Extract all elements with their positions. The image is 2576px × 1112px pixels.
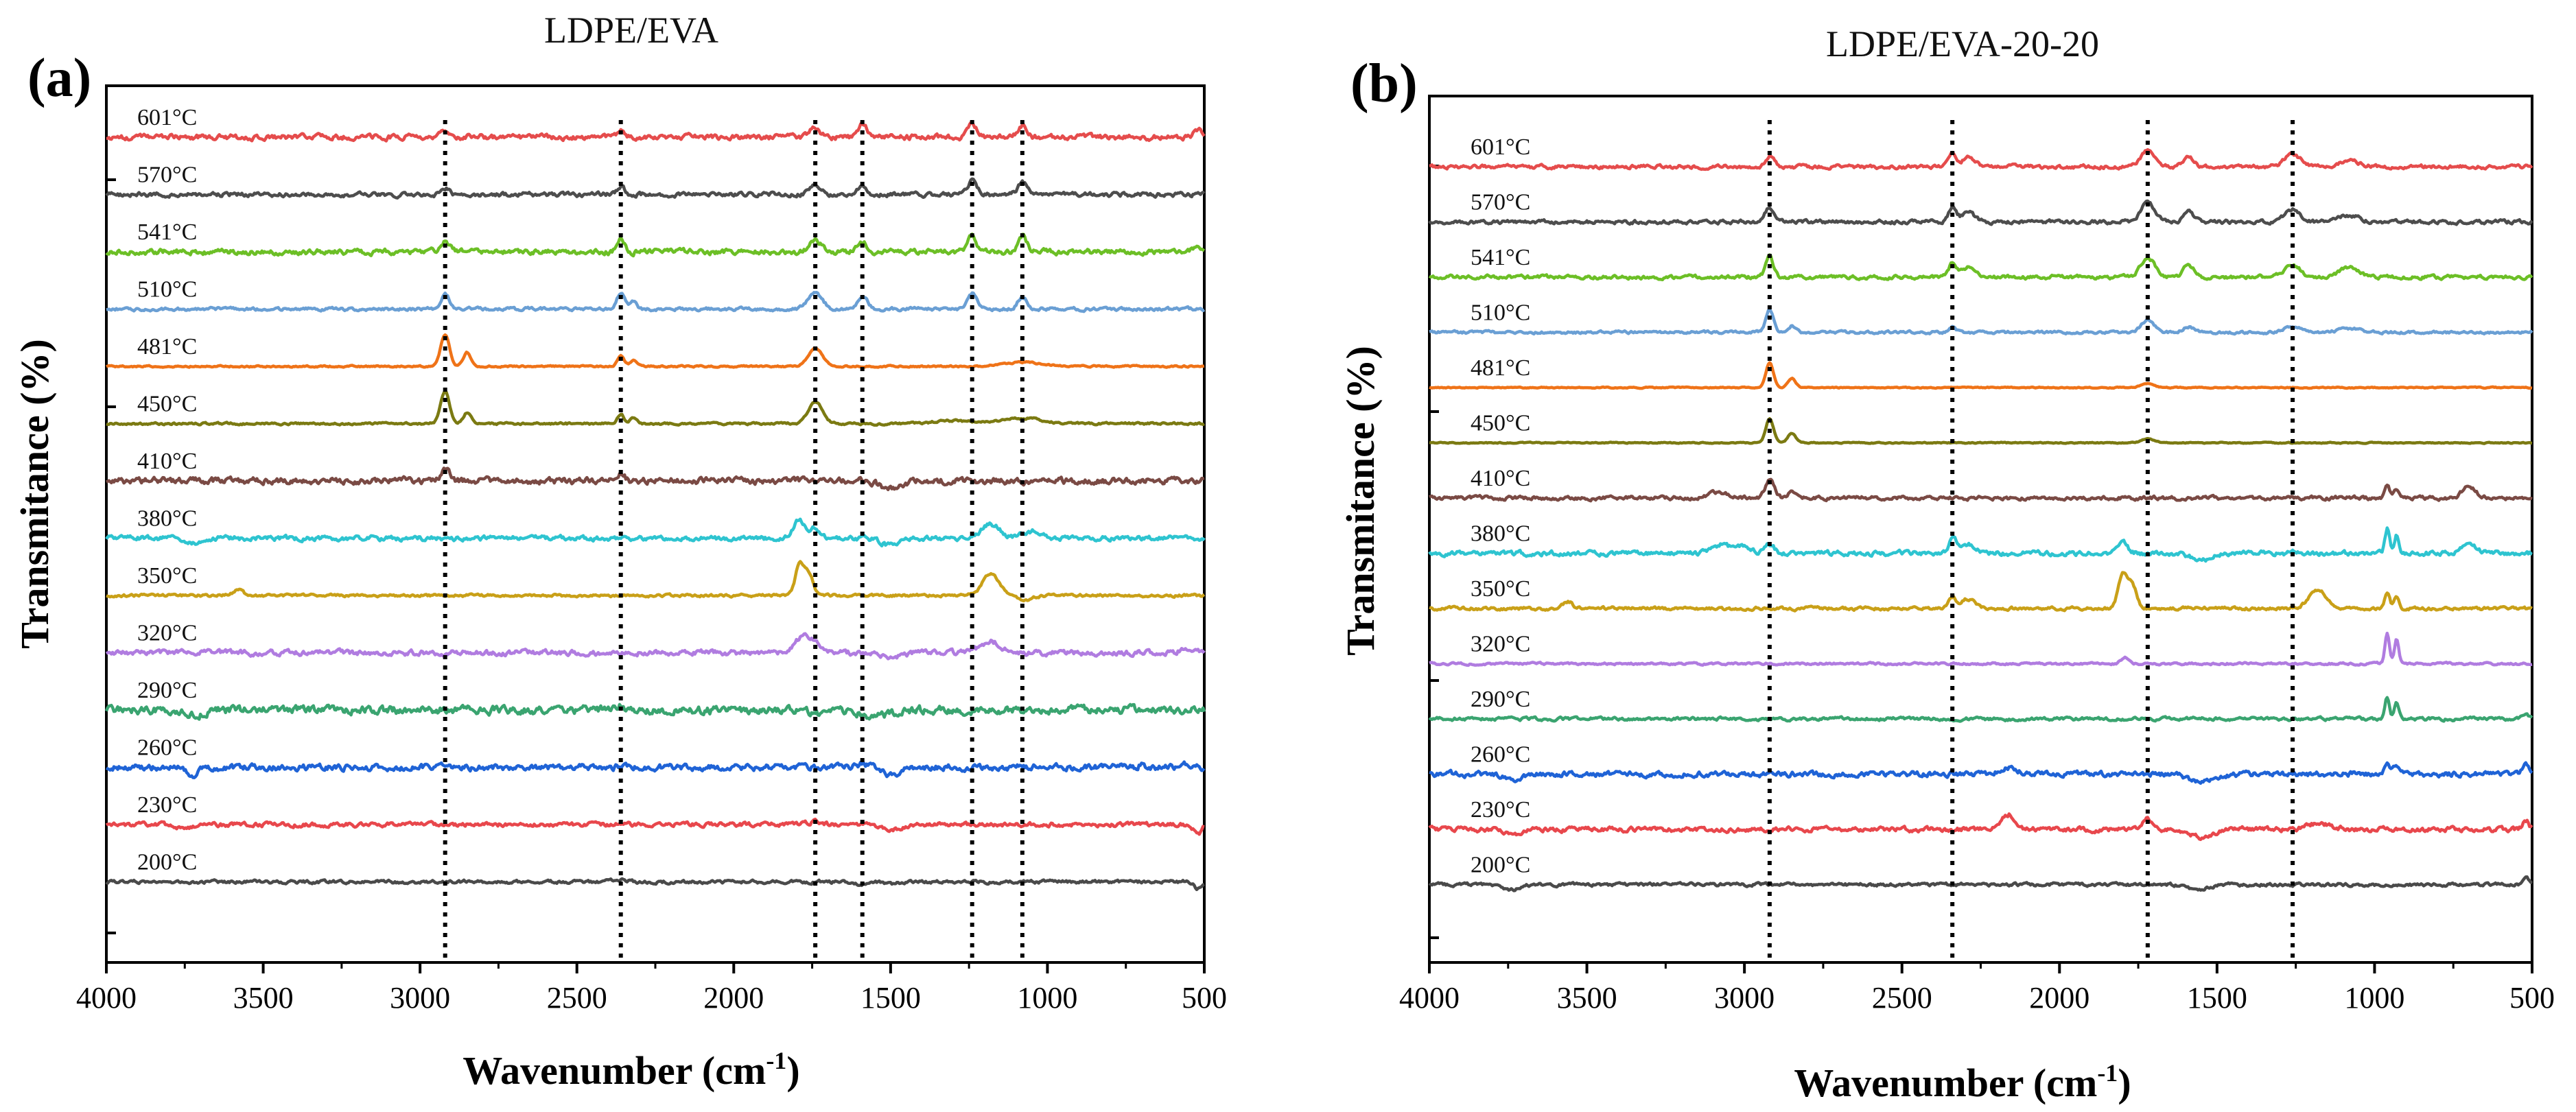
spectrum-line-350c [1429,571,2533,613]
panel-a-ylabel: Transmitance (%) [12,339,57,649]
panel-a-label: (a) [27,48,91,108]
x-tick-label: 3000 [390,981,450,1015]
series-label: 541°C [1471,245,1530,270]
x-tick-label: 500 [1182,981,1227,1015]
x-tick-label: 4000 [1399,981,1460,1015]
plot-frame [105,84,1206,964]
x-tick-label: 2000 [703,981,764,1015]
x-tick-label: 3500 [233,981,294,1015]
x-tick-label: 2500 [547,981,607,1015]
spectrum-line-481c [106,333,1205,369]
panel-a-xlabel: Wavenumber (cm-1) [462,1047,799,1093]
spectrum-line-200c [105,877,1205,892]
panel-b-chart: LDPE/EVA-20-20 (b) Transmitance (%) Wave… [1338,23,2555,1105]
spectrum-line-481c [1429,361,2533,390]
series-label: 320°C [137,621,197,646]
series-label: 450°C [1471,411,1530,436]
spectrum-line-230c [1428,812,2533,842]
series-label: 510°C [1471,300,1530,326]
spectrum-line-290c [1428,696,2533,723]
series-label: 380°C [137,506,197,532]
x-tick-label: 500 [2509,981,2555,1015]
spectrum-line-541c [1428,253,2533,282]
series-label: 350°C [1471,576,1530,602]
x-tick-label: 1500 [2187,981,2247,1015]
series-label: 481°C [1471,355,1530,381]
x-tick-label: 2500 [1872,981,1932,1015]
spectrum-line-320c [1429,631,2533,667]
series-label: 230°C [137,792,197,818]
spectrum-line-601c [106,121,1206,143]
series-label: 510°C [137,277,197,303]
x-tick-label: 1500 [860,981,921,1015]
x-tick-label: 3500 [1557,981,1617,1015]
panel-a-chart: LDPE/EVA (a) Transmitance (%) Wavenumber… [12,10,1227,1093]
series-label: 481°C [137,334,197,359]
panel-b-label: (b) [1350,54,1418,114]
panel-b-xlabel: Wavenumber (cm-1) [1794,1059,2131,1105]
spectrum-line-541c [105,232,1206,258]
panel-b-title: LDPE/EVA-20-20 [1826,23,2099,64]
spectrum-line-320c [105,632,1206,661]
spectrum-line-410c [106,466,1205,492]
spectrum-line-380c [105,517,1206,548]
spectrum-line-450c [106,389,1206,427]
spectrum-line-380c [1428,526,2533,563]
series-label: 380°C [1471,521,1530,547]
series-label: 410°C [1471,466,1530,491]
panel-a-plot-area: 4000 3500 3000 2500 2000 1500 1000 500 200°C 230°… [76,84,1227,1015]
spectrum-line-510c [1429,308,2533,336]
x-tick-label: 4000 [76,981,137,1015]
series-label: 260°C [137,735,197,761]
x-tick-label: 2000 [2029,981,2089,1015]
series-label: 541°C [137,220,197,245]
panel-a-title: LDPE/EVA [544,10,718,51]
plot-frame [1428,95,2533,964]
series-label: 200°C [137,850,197,875]
x-tick-label: 1000 [2344,981,2404,1015]
series-label: 601°C [137,105,197,130]
series-label: 290°C [137,678,197,703]
series-label: 290°C [1471,687,1530,712]
spectrum-line-290c [104,702,1206,721]
series-label: 230°C [1471,797,1530,823]
spectrum-line-260c [1429,761,2533,785]
spectrum-line-570c [105,177,1206,200]
series-label: 570°C [1471,190,1530,215]
series-label: 200°C [1471,853,1530,878]
spectrum-line-570c [1428,199,2533,226]
series-label: 350°C [137,563,197,589]
series-label: 601°C [1471,134,1530,160]
panel-b-ylabel: Transmitance (%) [1338,346,1383,656]
series-label: 450°C [137,392,197,417]
x-tick-label: 1000 [1017,981,1077,1015]
spectrum-line-260c [105,760,1206,779]
series-label: 570°C [137,163,197,188]
spectrum-line-601c [1429,147,2533,171]
series-label: 410°C [137,449,197,474]
spectrum-line-510c [106,291,1206,314]
panel-b-plot-area: 4000 3500 3000 2500 2000 1500 1000 500 200°C 230°… [1399,95,2555,1015]
series-label: 320°C [1471,632,1530,657]
x-tick-label: 3000 [1714,981,1775,1015]
spectrum-line-200c [1428,875,2533,892]
spectrum-line-410c [1429,477,2533,503]
spectrum-line-230c [105,817,1205,836]
spectrum-line-450c [1429,417,2533,445]
series-label: 260°C [1471,742,1530,768]
spectrum-line-350c [106,560,1206,603]
